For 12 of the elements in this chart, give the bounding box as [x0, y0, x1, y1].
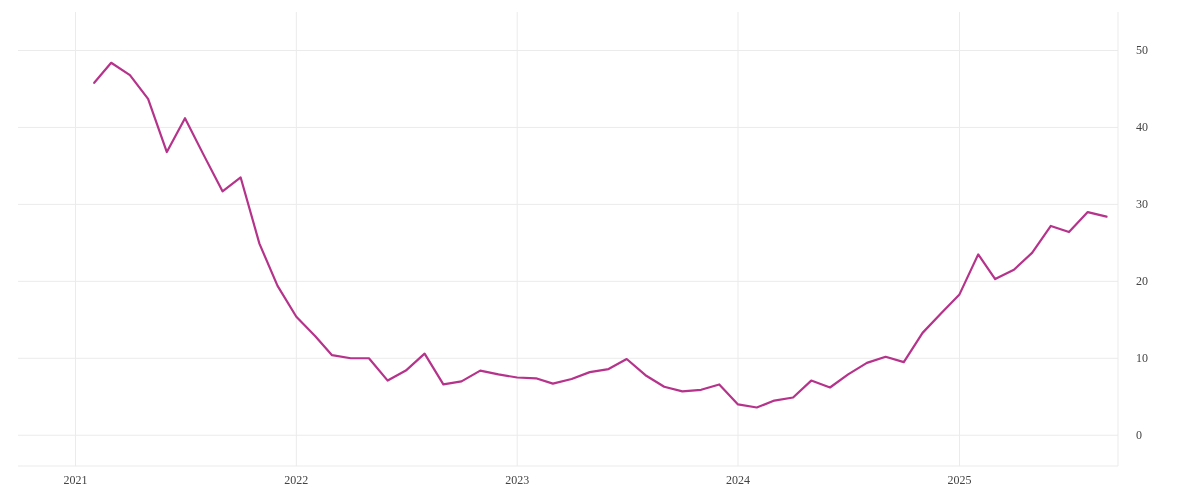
y-tick-label: 40: [1136, 120, 1148, 135]
x-tick-label: 2022: [284, 473, 309, 487]
x-tick-label: 2023: [505, 473, 530, 487]
x-tick-label: 2021: [63, 473, 88, 487]
x-tick-label: 2024: [726, 473, 751, 487]
line-series: [93, 61, 1108, 409]
y-tick-label: 50: [1136, 43, 1148, 58]
x-tick-label: 2025: [947, 473, 972, 487]
y-tick-label: 0: [1136, 428, 1142, 443]
y-tick-label: 20: [1136, 274, 1148, 289]
y-tick-label: 10: [1136, 351, 1148, 366]
y-tick-label: 30: [1136, 197, 1148, 212]
